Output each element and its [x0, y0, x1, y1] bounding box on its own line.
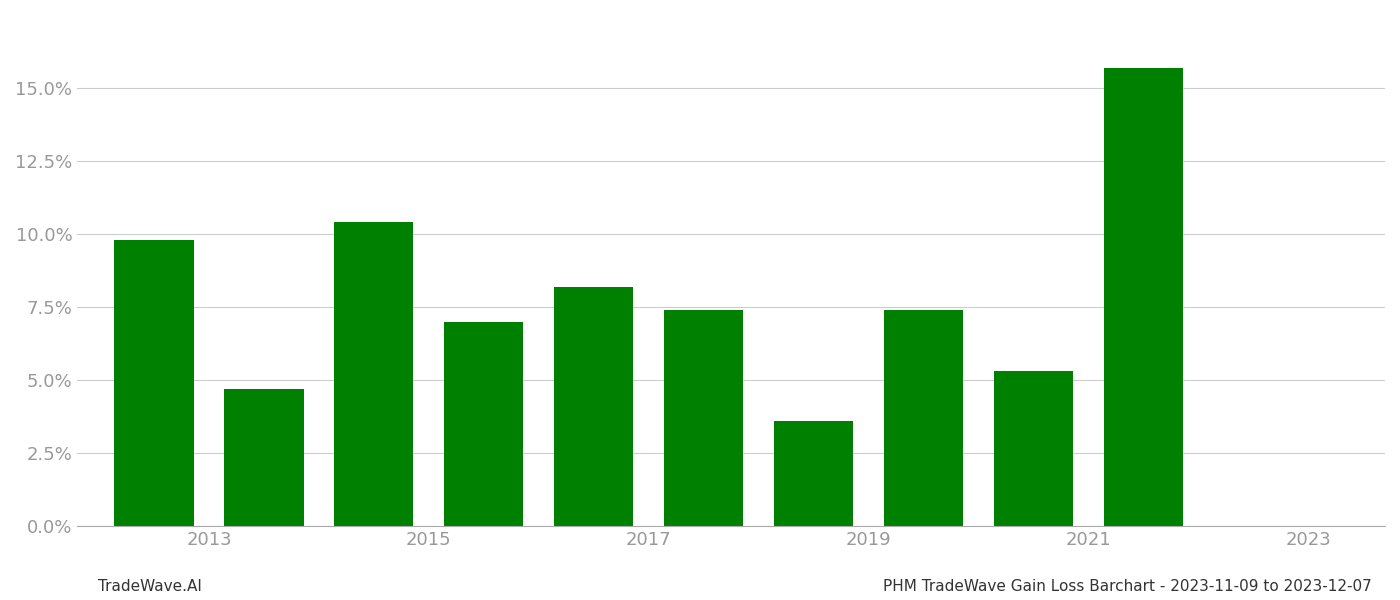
Text: TradeWave.AI: TradeWave.AI [98, 579, 202, 594]
Bar [994, 371, 1072, 526]
Bar [883, 310, 963, 526]
Bar [335, 223, 413, 526]
Bar [774, 421, 853, 526]
Bar [1103, 68, 1183, 526]
Bar [444, 322, 524, 526]
Text: PHM TradeWave Gain Loss Barchart - 2023-11-09 to 2023-12-07: PHM TradeWave Gain Loss Barchart - 2023-… [883, 579, 1372, 594]
Bar [554, 287, 633, 526]
Bar [115, 240, 193, 526]
Bar [664, 310, 743, 526]
Bar [224, 389, 304, 526]
